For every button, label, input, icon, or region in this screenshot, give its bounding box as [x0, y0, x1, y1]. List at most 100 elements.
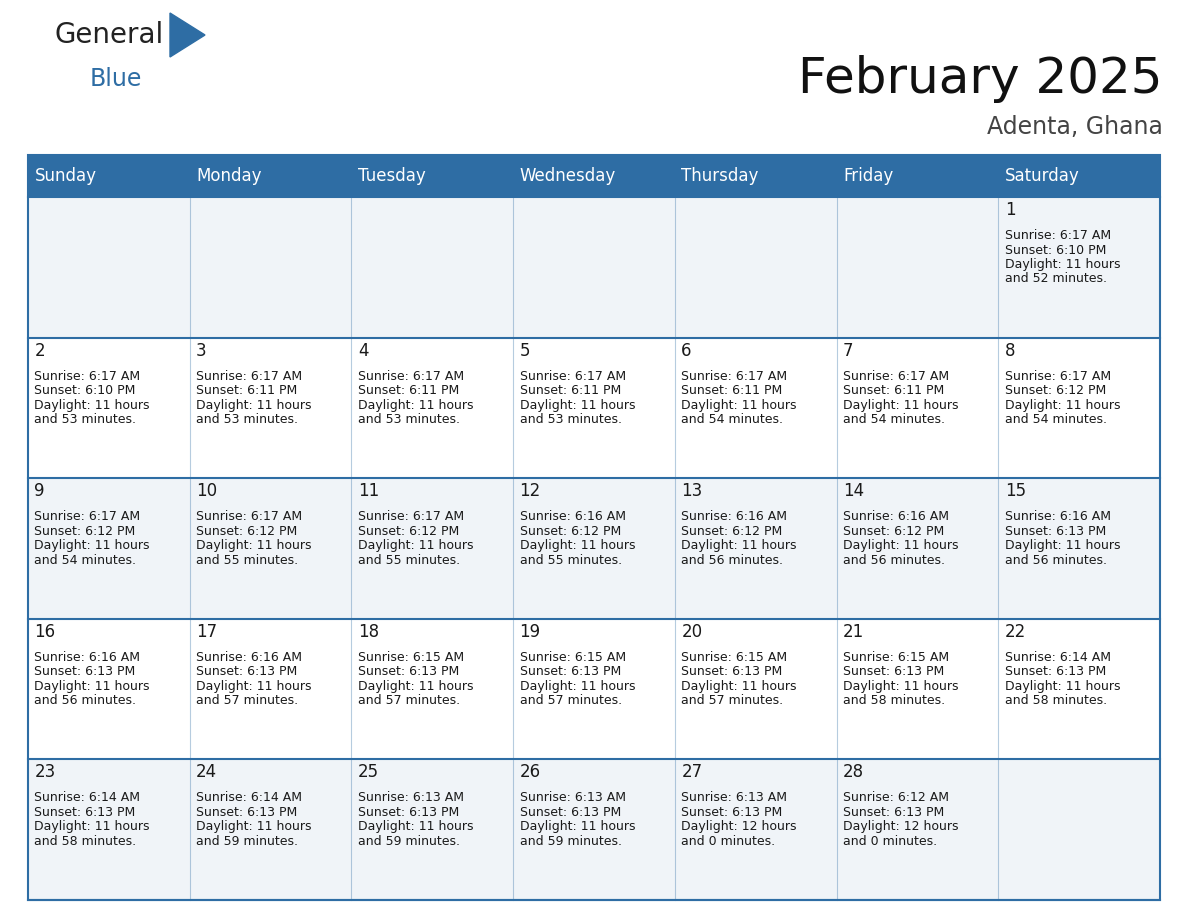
Text: Sunset: 6:11 PM: Sunset: 6:11 PM	[196, 384, 297, 397]
Text: and 58 minutes.: and 58 minutes.	[34, 834, 137, 848]
Text: and 54 minutes.: and 54 minutes.	[34, 554, 137, 566]
Text: 22: 22	[1005, 622, 1026, 641]
Text: Sunrise: 6:17 AM: Sunrise: 6:17 AM	[843, 370, 949, 383]
Text: Sunset: 6:13 PM: Sunset: 6:13 PM	[34, 666, 135, 678]
Text: 4: 4	[358, 341, 368, 360]
Text: Sunset: 6:12 PM: Sunset: 6:12 PM	[682, 525, 783, 538]
Text: Sunset: 6:11 PM: Sunset: 6:11 PM	[519, 384, 621, 397]
Text: Sunrise: 6:17 AM: Sunrise: 6:17 AM	[196, 370, 302, 383]
Text: Daylight: 11 hours: Daylight: 11 hours	[1005, 398, 1120, 411]
Text: Thursday: Thursday	[682, 167, 759, 185]
Text: Sunset: 6:13 PM: Sunset: 6:13 PM	[1005, 525, 1106, 538]
Text: Daylight: 11 hours: Daylight: 11 hours	[34, 680, 150, 693]
Bar	[29, 155, 1159, 197]
Text: Tuesday: Tuesday	[358, 167, 425, 185]
Text: Sunrise: 6:16 AM: Sunrise: 6:16 AM	[682, 510, 788, 523]
Text: Sunset: 6:12 PM: Sunset: 6:12 PM	[34, 525, 135, 538]
Text: Sunrise: 6:17 AM: Sunrise: 6:17 AM	[519, 370, 626, 383]
Text: Sunrise: 6:16 AM: Sunrise: 6:16 AM	[196, 651, 302, 664]
Text: Daylight: 12 hours: Daylight: 12 hours	[682, 821, 797, 834]
Text: Adenta, Ghana: Adenta, Ghana	[987, 115, 1163, 139]
Text: and 55 minutes.: and 55 minutes.	[519, 554, 621, 566]
Text: Daylight: 11 hours: Daylight: 11 hours	[358, 539, 473, 553]
Text: Daylight: 11 hours: Daylight: 11 hours	[196, 398, 311, 411]
Text: Sunrise: 6:14 AM: Sunrise: 6:14 AM	[34, 791, 140, 804]
Text: Sunset: 6:13 PM: Sunset: 6:13 PM	[682, 806, 783, 819]
Text: Sunset: 6:11 PM: Sunset: 6:11 PM	[843, 384, 944, 397]
Text: and 59 minutes.: and 59 minutes.	[196, 834, 298, 848]
Text: Daylight: 11 hours: Daylight: 11 hours	[682, 680, 797, 693]
Text: Sunrise: 6:13 AM: Sunrise: 6:13 AM	[682, 791, 788, 804]
Text: Sunrise: 6:16 AM: Sunrise: 6:16 AM	[1005, 510, 1111, 523]
Text: 6: 6	[682, 341, 691, 360]
Text: Sunset: 6:13 PM: Sunset: 6:13 PM	[682, 666, 783, 678]
Text: Daylight: 11 hours: Daylight: 11 hours	[1005, 680, 1120, 693]
Text: Sunrise: 6:15 AM: Sunrise: 6:15 AM	[843, 651, 949, 664]
Text: 3: 3	[196, 341, 207, 360]
Bar	[29, 338, 1159, 478]
Text: 7: 7	[843, 341, 853, 360]
Text: Sunday: Sunday	[34, 167, 96, 185]
Text: and 56 minutes.: and 56 minutes.	[843, 554, 944, 566]
Text: 10: 10	[196, 482, 217, 500]
Text: Daylight: 11 hours: Daylight: 11 hours	[1005, 258, 1120, 271]
Text: Sunset: 6:13 PM: Sunset: 6:13 PM	[196, 806, 297, 819]
Text: Sunset: 6:13 PM: Sunset: 6:13 PM	[1005, 666, 1106, 678]
Text: Sunrise: 6:17 AM: Sunrise: 6:17 AM	[358, 510, 465, 523]
Text: Sunset: 6:11 PM: Sunset: 6:11 PM	[358, 384, 459, 397]
Text: Friday: Friday	[843, 167, 893, 185]
Text: Saturday: Saturday	[1005, 167, 1080, 185]
Text: and 56 minutes.: and 56 minutes.	[682, 554, 783, 566]
Text: 12: 12	[519, 482, 541, 500]
Text: Daylight: 11 hours: Daylight: 11 hours	[843, 398, 959, 411]
Bar	[29, 155, 1159, 900]
Text: 28: 28	[843, 764, 864, 781]
Text: Sunrise: 6:16 AM: Sunrise: 6:16 AM	[34, 651, 140, 664]
Text: General: General	[55, 21, 164, 49]
Text: Monday: Monday	[196, 167, 261, 185]
Text: Sunrise: 6:17 AM: Sunrise: 6:17 AM	[358, 370, 465, 383]
Text: and 57 minutes.: and 57 minutes.	[196, 694, 298, 707]
Text: and 52 minutes.: and 52 minutes.	[1005, 273, 1107, 285]
Text: and 0 minutes.: and 0 minutes.	[843, 834, 937, 848]
Text: Daylight: 11 hours: Daylight: 11 hours	[196, 680, 311, 693]
Text: Sunset: 6:12 PM: Sunset: 6:12 PM	[196, 525, 297, 538]
Text: Sunset: 6:13 PM: Sunset: 6:13 PM	[358, 806, 459, 819]
Text: Daylight: 12 hours: Daylight: 12 hours	[843, 821, 959, 834]
Text: Sunset: 6:12 PM: Sunset: 6:12 PM	[519, 525, 621, 538]
Text: 1: 1	[1005, 201, 1016, 219]
Text: 25: 25	[358, 764, 379, 781]
Text: 26: 26	[519, 764, 541, 781]
Text: and 0 minutes.: and 0 minutes.	[682, 834, 776, 848]
Text: and 53 minutes.: and 53 minutes.	[358, 413, 460, 426]
Text: Daylight: 11 hours: Daylight: 11 hours	[519, 398, 636, 411]
Text: and 57 minutes.: and 57 minutes.	[358, 694, 460, 707]
Text: 17: 17	[196, 622, 217, 641]
Text: 20: 20	[682, 622, 702, 641]
Text: and 58 minutes.: and 58 minutes.	[1005, 694, 1107, 707]
Text: Daylight: 11 hours: Daylight: 11 hours	[358, 680, 473, 693]
Text: Wednesday: Wednesday	[519, 167, 615, 185]
Text: and 55 minutes.: and 55 minutes.	[196, 554, 298, 566]
Text: Sunset: 6:13 PM: Sunset: 6:13 PM	[358, 666, 459, 678]
Text: Daylight: 11 hours: Daylight: 11 hours	[519, 821, 636, 834]
Text: Sunset: 6:13 PM: Sunset: 6:13 PM	[519, 666, 621, 678]
Text: 8: 8	[1005, 341, 1016, 360]
Text: 9: 9	[34, 482, 45, 500]
Text: Sunset: 6:13 PM: Sunset: 6:13 PM	[843, 806, 944, 819]
Text: Sunrise: 6:14 AM: Sunrise: 6:14 AM	[1005, 651, 1111, 664]
Text: Sunset: 6:13 PM: Sunset: 6:13 PM	[843, 666, 944, 678]
Text: Daylight: 11 hours: Daylight: 11 hours	[34, 398, 150, 411]
Text: Daylight: 11 hours: Daylight: 11 hours	[843, 680, 959, 693]
Text: Sunrise: 6:17 AM: Sunrise: 6:17 AM	[682, 370, 788, 383]
Text: and 54 minutes.: and 54 minutes.	[1005, 413, 1107, 426]
Text: Daylight: 11 hours: Daylight: 11 hours	[519, 539, 636, 553]
Text: 15: 15	[1005, 482, 1026, 500]
Text: and 58 minutes.: and 58 minutes.	[843, 694, 946, 707]
Text: and 56 minutes.: and 56 minutes.	[34, 694, 137, 707]
Text: Sunrise: 6:15 AM: Sunrise: 6:15 AM	[519, 651, 626, 664]
Text: and 54 minutes.: and 54 minutes.	[843, 413, 944, 426]
Text: Sunset: 6:10 PM: Sunset: 6:10 PM	[34, 384, 135, 397]
Text: and 56 minutes.: and 56 minutes.	[1005, 554, 1107, 566]
Text: Daylight: 11 hours: Daylight: 11 hours	[682, 398, 797, 411]
